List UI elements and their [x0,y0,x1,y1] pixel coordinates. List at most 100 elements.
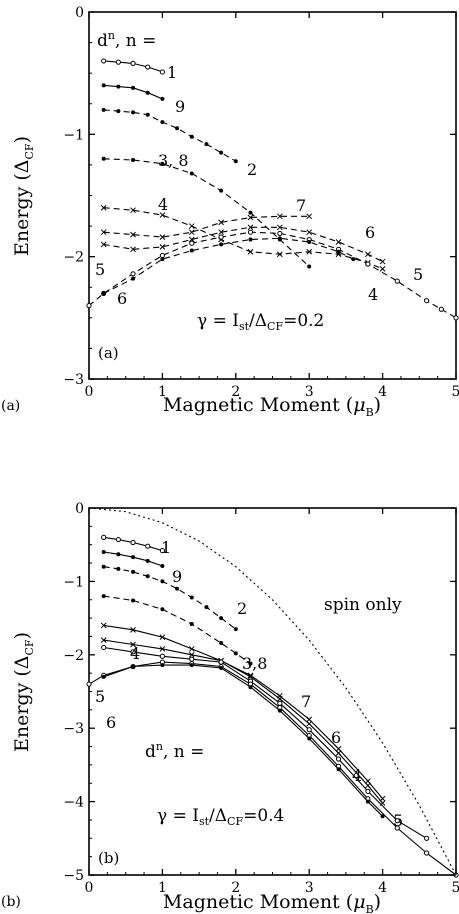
data-point-a-6-7 [306,229,313,236]
curve-label-a-5-left: 5 [95,260,105,279]
panel-b-plot-area [86,507,459,878]
panel-b-gamma-label: γ = Ist/ΔCF=0.4 [157,806,284,828]
series-line-a-8 [103,237,354,294]
data-point-b-7-7 [306,727,312,733]
panel-b-xlabel: Magnetic Moment (μB) [163,891,381,914]
data-point-a-3-0 [101,156,106,161]
data-point-a-2-4 [160,120,165,125]
data-point-b-1-0 [101,534,107,540]
curve-label-a-4-right: 4 [368,285,378,304]
data-point-b-6-8 [335,750,342,757]
data-point-a-7-13 [438,306,444,312]
data-point-a-8-9 [351,257,356,262]
panel-a-gamma-label: γ = Ist/ΔCF=0.2 [197,311,324,333]
data-point-a-0-4 [159,69,165,75]
data-point-a-0-1 [115,59,121,65]
data-point-b-4-3 [189,621,194,626]
data-point-a-3-1 [131,158,136,163]
data-point-b-9-2 [160,663,165,668]
data-point-a-0-0 [101,58,107,64]
data-point-b-7-3 [189,656,195,662]
data-point-a-1-1 [116,84,121,89]
curve-label-b-5-left: 5 [95,687,105,706]
data-point-a-4-3 [188,223,195,229]
data-point-b-5-7 [306,716,313,723]
data-point-b-4-6 [248,661,253,666]
data-point-b-2-0 [101,550,106,555]
curve-label-b-1: 1 [161,538,171,557]
panel-a-ylabel: Energy (ΔCF) [11,136,36,256]
data-point-a-5-5 [247,214,254,221]
series-line-b-3 [103,566,237,630]
data-point-a-0-2 [130,60,136,66]
data-point-b-9-8 [336,767,341,772]
series-line-a-2 [103,109,237,162]
data-point-a-2-6 [189,134,194,139]
data-point-b-5-5 [247,672,254,679]
curve-label-a-3-8: 3, 8 [158,151,189,170]
data-point-a-7-3 [159,252,165,259]
panel-b: 0 1 2 3 4 50−1−2−3−4−5 1 9 2 3,8 4 7 6 5 5 6 … [1,501,459,914]
data-point-b-4-1 [131,598,136,603]
data-point-a-4-5 [247,248,254,255]
data-point-b-6-0 [100,637,107,643]
data-point-b-5-3 [188,646,195,652]
data-point-b-3-5 [175,586,180,591]
data-point-b-4-2 [160,607,165,612]
data-point-a-7-6 [247,229,254,235]
panel-a-ytick-label: −1 [63,127,84,143]
panel-b-ytick-label: −2 [63,648,84,664]
data-point-b-8-12 [424,850,430,856]
data-point-a-2-9 [233,159,238,164]
panel-a-xtick-label: 3 [305,384,314,400]
data-point-a-1-4 [160,96,165,101]
data-point-a-6-3 [188,236,195,243]
data-point-a-3-2 [160,161,165,166]
data-point-b-9-6 [277,708,282,713]
curve-label-b-4-right: 4 [352,766,362,785]
series-line-b-5 [103,624,384,800]
data-point-b-7-10 [394,818,400,824]
data-point-b-3-8 [219,616,224,621]
data-point-a-7-12 [424,298,430,304]
panel-b-xtick-label: 2 [231,880,240,896]
data-point-a-6-10 [379,258,386,265]
data-point-a-6-5 [247,224,254,231]
data-point-a-5-2 [159,234,166,240]
data-point-a-7-2 [130,271,136,277]
data-point-b-1-2 [130,539,136,546]
panel-b-outer-tag: (b) [1,894,21,910]
spin-only-label: spin only [324,595,402,615]
data-point-a-6-2 [159,244,166,250]
data-point-b-3-0 [101,564,106,569]
data-point-b-6-9 [365,782,371,789]
data-point-a-8-7 [307,239,312,244]
data-point-b-6-3 [188,651,195,658]
data-point-b-2-3 [145,558,150,563]
panel-a-ytick-label: 0 [75,5,84,21]
panel-a: 0 1 2 3 4 5 0 −1 −2 −3 1 9 2 3, 8 4 7 6 5 5 6 4 d… [1,5,459,419]
curve-label-a-9: 9 [175,97,185,116]
curve-label-b-9: 9 [172,567,182,586]
data-point-b-1-4 [159,547,165,554]
data-point-b-5-1 [130,626,136,633]
panel-b-ytick-label: −4 [63,795,84,811]
data-point-a-7-5 [218,234,224,240]
panel-b-ticks: 0 1 2 3 4 5 0 −1 −2 −3 −4 −5 [63,501,459,896]
data-point-b-4-0 [101,594,106,599]
data-point-a-3-3 [189,171,194,176]
curve-label-a-6-right: 6 [365,223,375,242]
data-point-a-5-7 [306,213,313,220]
data-point-b-9-10 [380,814,385,819]
panel-b-ylabel: Energy (ΔCF) [11,632,36,752]
data-point-a-7-10 [365,261,371,267]
data-point-a-8-4 [219,242,224,247]
series-line-a-7 [88,231,457,319]
panel-a-xtick-label: 2 [231,384,240,400]
data-point-b-3-4 [160,579,165,584]
curve-label-a-6-left: 6 [117,289,127,308]
panel-b-ytick-label: 0 [75,501,84,517]
data-point-b-6-2 [159,646,166,652]
series-line-a-4 [103,207,383,270]
